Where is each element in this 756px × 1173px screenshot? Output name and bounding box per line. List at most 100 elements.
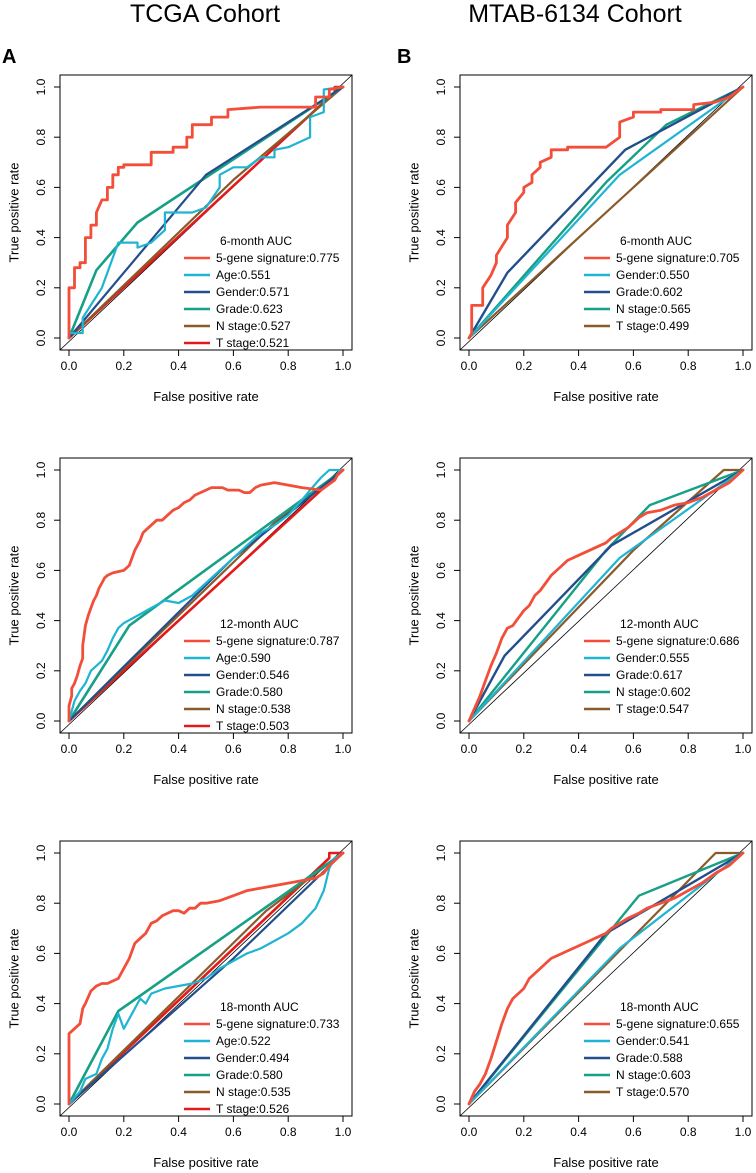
legend-entry: N stage:0.527 xyxy=(216,319,291,333)
x-tick-label: 0.2 xyxy=(115,359,132,373)
roc-curve-5-gene-signature xyxy=(467,85,745,340)
legend-entry: T stage:0.547 xyxy=(616,702,689,716)
reference-line xyxy=(459,840,753,1117)
legend-entry: T stage:0.521 xyxy=(216,336,289,350)
y-axis-title: True positive rate xyxy=(6,163,21,263)
y-tick-label: 0.0 xyxy=(434,329,448,346)
y-tick-label: 1.0 xyxy=(434,461,448,478)
cohort-title-tcga: TCGA Cohort xyxy=(129,0,281,28)
y-tick-label: 1.0 xyxy=(434,78,448,95)
legend-entry: Age:0.551 xyxy=(216,268,271,282)
x-axis-title: False positive rate xyxy=(153,389,259,404)
roc-panel-2: 0.0 0.2 0.4 0.6 0.8 1.0 0.0 0.2 0.4 0.6 0.8 1.0 Fals… xyxy=(406,74,753,404)
y-tick-label: 0.8 xyxy=(434,129,448,146)
x-tick-label: 0.4 xyxy=(570,742,587,756)
roc-panel-5: 0.0 0.2 0.4 0.6 0.8 1.0 0.0 0.2 0.4 0.6 0.8 1.0 Fals… xyxy=(6,840,353,1170)
x-tick-label: 0.0 xyxy=(61,1125,78,1139)
y-axis-title: True positive rate xyxy=(6,546,21,646)
x-axis-title: False positive rate xyxy=(153,1155,259,1170)
legend-entry: Gender:0.541 xyxy=(616,1034,690,1048)
legend-entry: Age:0.522 xyxy=(216,1034,271,1048)
x-tick-label: 0.6 xyxy=(225,359,242,373)
x-tick-label: 0.6 xyxy=(625,359,642,373)
plot-frame xyxy=(459,457,753,734)
x-tick-label: 1.0 xyxy=(335,1125,352,1139)
legend-title: 18-month AUC xyxy=(620,1000,699,1014)
y-tick-label: 0.0 xyxy=(434,712,448,729)
y-tick-label: 0.4 xyxy=(434,229,448,246)
roc-curve-t-stage xyxy=(467,468,745,723)
y-tick-label: 0.6 xyxy=(434,562,448,579)
x-tick-label: 1.0 xyxy=(735,742,752,756)
y-axis-title: True positive rate xyxy=(406,546,421,646)
y-tick-label: 0.6 xyxy=(34,945,48,962)
y-tick-label: 0.2 xyxy=(34,279,48,296)
x-tick-label: 0.8 xyxy=(280,1125,297,1139)
legend-entry: Grade:0.617 xyxy=(616,668,683,682)
y-tick-label: 0.2 xyxy=(434,279,448,296)
x-axis-title: False positive rate xyxy=(553,389,659,404)
legend-title: 12-month AUC xyxy=(220,617,299,631)
y-tick-label: 0.6 xyxy=(434,945,448,962)
roc-curve-n-stage xyxy=(467,85,745,340)
x-tick-label: 0.0 xyxy=(461,359,478,373)
x-tick-label: 0.2 xyxy=(515,1125,532,1139)
x-tick-label: 0.2 xyxy=(515,742,532,756)
legend-entry: Grade:0.580 xyxy=(216,1068,283,1082)
y-tick-label: 0.4 xyxy=(34,612,48,629)
plot-frame xyxy=(459,74,753,351)
y-tick-label: 0.6 xyxy=(34,562,48,579)
y-tick-label: 0.8 xyxy=(34,512,48,529)
plot-frame xyxy=(59,74,353,351)
x-tick-label: 0.6 xyxy=(625,742,642,756)
legend-entry: 5-gene signature:0.686 xyxy=(616,634,740,648)
legend-entry: N stage:0.603 xyxy=(616,1068,691,1082)
roc-curve-t-stage xyxy=(467,85,745,340)
legend-entry: 5-gene signature:0.655 xyxy=(616,1017,740,1031)
y-tick-label: 0.6 xyxy=(34,179,48,196)
roc-curve-grade xyxy=(467,85,745,340)
roc-curve-t-stage xyxy=(67,468,345,723)
plot-frame xyxy=(59,840,353,1117)
roc-curve-gender xyxy=(467,851,745,1106)
y-tick-label: 0.4 xyxy=(34,995,48,1012)
x-tick-label: 0.0 xyxy=(461,742,478,756)
y-tick-label: 0.0 xyxy=(34,712,48,729)
legend-entry: 5-gene signature:0.775 xyxy=(216,251,340,265)
y-tick-label: 0.6 xyxy=(434,179,448,196)
x-axis-title: False positive rate xyxy=(153,772,259,787)
legend-title: 12-month AUC xyxy=(620,617,699,631)
legend-entry: Age:0.590 xyxy=(216,651,271,665)
y-tick-label: 0.0 xyxy=(34,329,48,346)
y-tick-label: 1.0 xyxy=(34,78,48,95)
roc-curve-age xyxy=(67,851,345,1106)
y-tick-label: 1.0 xyxy=(434,844,448,861)
legend-entry: Grade:0.588 xyxy=(616,1051,683,1065)
y-tick-label: 0.4 xyxy=(434,995,448,1012)
legend-title: 6-month AUC xyxy=(220,234,292,248)
legend-entry: 5-gene signature:0.705 xyxy=(616,251,740,265)
x-tick-label: 1.0 xyxy=(335,359,352,373)
plot-frame xyxy=(459,840,753,1117)
roc-panel-4: 0.0 0.2 0.4 0.6 0.8 1.0 0.0 0.2 0.4 0.6 0.8 1.0 Fals… xyxy=(406,457,753,787)
y-tick-label: 0.8 xyxy=(34,895,48,912)
y-axis-title: True positive rate xyxy=(6,929,21,1029)
x-tick-label: 0.0 xyxy=(61,359,78,373)
roc-curve-5-gene-signature xyxy=(67,468,345,723)
legend-entry: 5-gene signature:0.733 xyxy=(216,1017,340,1031)
roc-curve-5-gene-signature xyxy=(67,85,345,340)
y-tick-label: 0.2 xyxy=(434,1045,448,1062)
y-axis-title: True positive rate xyxy=(406,929,421,1029)
x-tick-label: 0.6 xyxy=(225,1125,242,1139)
x-tick-label: 0.8 xyxy=(280,742,297,756)
x-tick-label: 0.4 xyxy=(570,1125,587,1139)
y-tick-label: 0.4 xyxy=(34,229,48,246)
legend-entry: T stage:0.570 xyxy=(616,1085,689,1099)
y-tick-label: 0.8 xyxy=(34,129,48,146)
x-axis-title: False positive rate xyxy=(553,1155,659,1170)
legend-entry: N stage:0.538 xyxy=(216,702,291,716)
legend-entry: N stage:0.565 xyxy=(616,302,691,316)
legend-entry: Gender:0.494 xyxy=(216,1051,290,1065)
x-tick-label: 1.0 xyxy=(735,359,752,373)
